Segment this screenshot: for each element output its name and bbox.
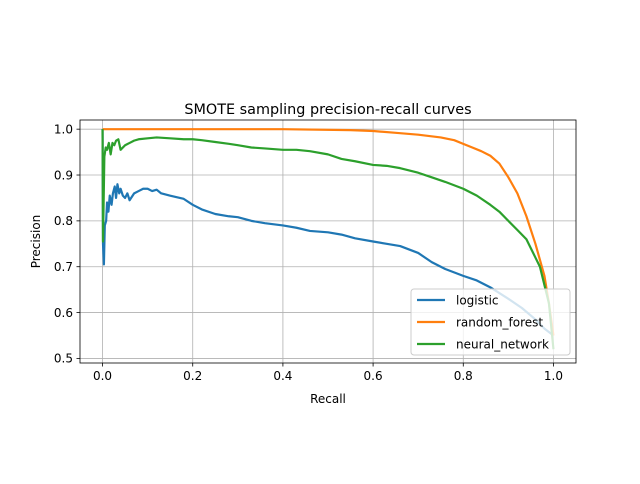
x-axis-label: Recall: [310, 392, 346, 406]
chart-title: SMOTE sampling precision-recall curves: [184, 102, 471, 118]
legend-label-random-forest: random_forest: [456, 315, 543, 329]
y-tick-label: 0.7: [54, 260, 73, 274]
x-tick-label: 0.8: [454, 369, 473, 383]
legend-label-neural-network: neural_network: [456, 337, 549, 351]
x-tick-label: 0.0: [93, 369, 112, 383]
y-tick-label: 0.9: [54, 168, 73, 182]
legend-box: [410, 288, 571, 356]
x-tick-label: 0.4: [273, 369, 292, 383]
y-tick-label: 0.8: [54, 214, 73, 228]
x-tick-label: 0.6: [364, 369, 383, 383]
y-axis-label: Precision: [29, 215, 43, 269]
x-tick-label: 1.0: [544, 369, 563, 383]
y-tick-label: 1.0: [54, 122, 73, 136]
plot-frame: [79, 119, 577, 364]
y-tick-label: 0.6: [54, 306, 73, 320]
series-line-logistic: [101, 129, 555, 337]
series-line-neural-network: [101, 129, 555, 350]
y-tick-label: 0.5: [54, 352, 73, 366]
axis-ticks: 0.0 0.2 0.4 0.6 0.8 1.0 0.5 0.6 0.7 0.8 0.9 1.0: [54, 122, 563, 383]
legend: logistic random_forest neural_network: [410, 288, 571, 356]
legend-label-logistic: logistic: [456, 293, 499, 307]
series-lines: [101, 128, 555, 350]
x-tick-label: 0.2: [183, 369, 202, 383]
series-line-random-forest: [101, 128, 555, 336]
